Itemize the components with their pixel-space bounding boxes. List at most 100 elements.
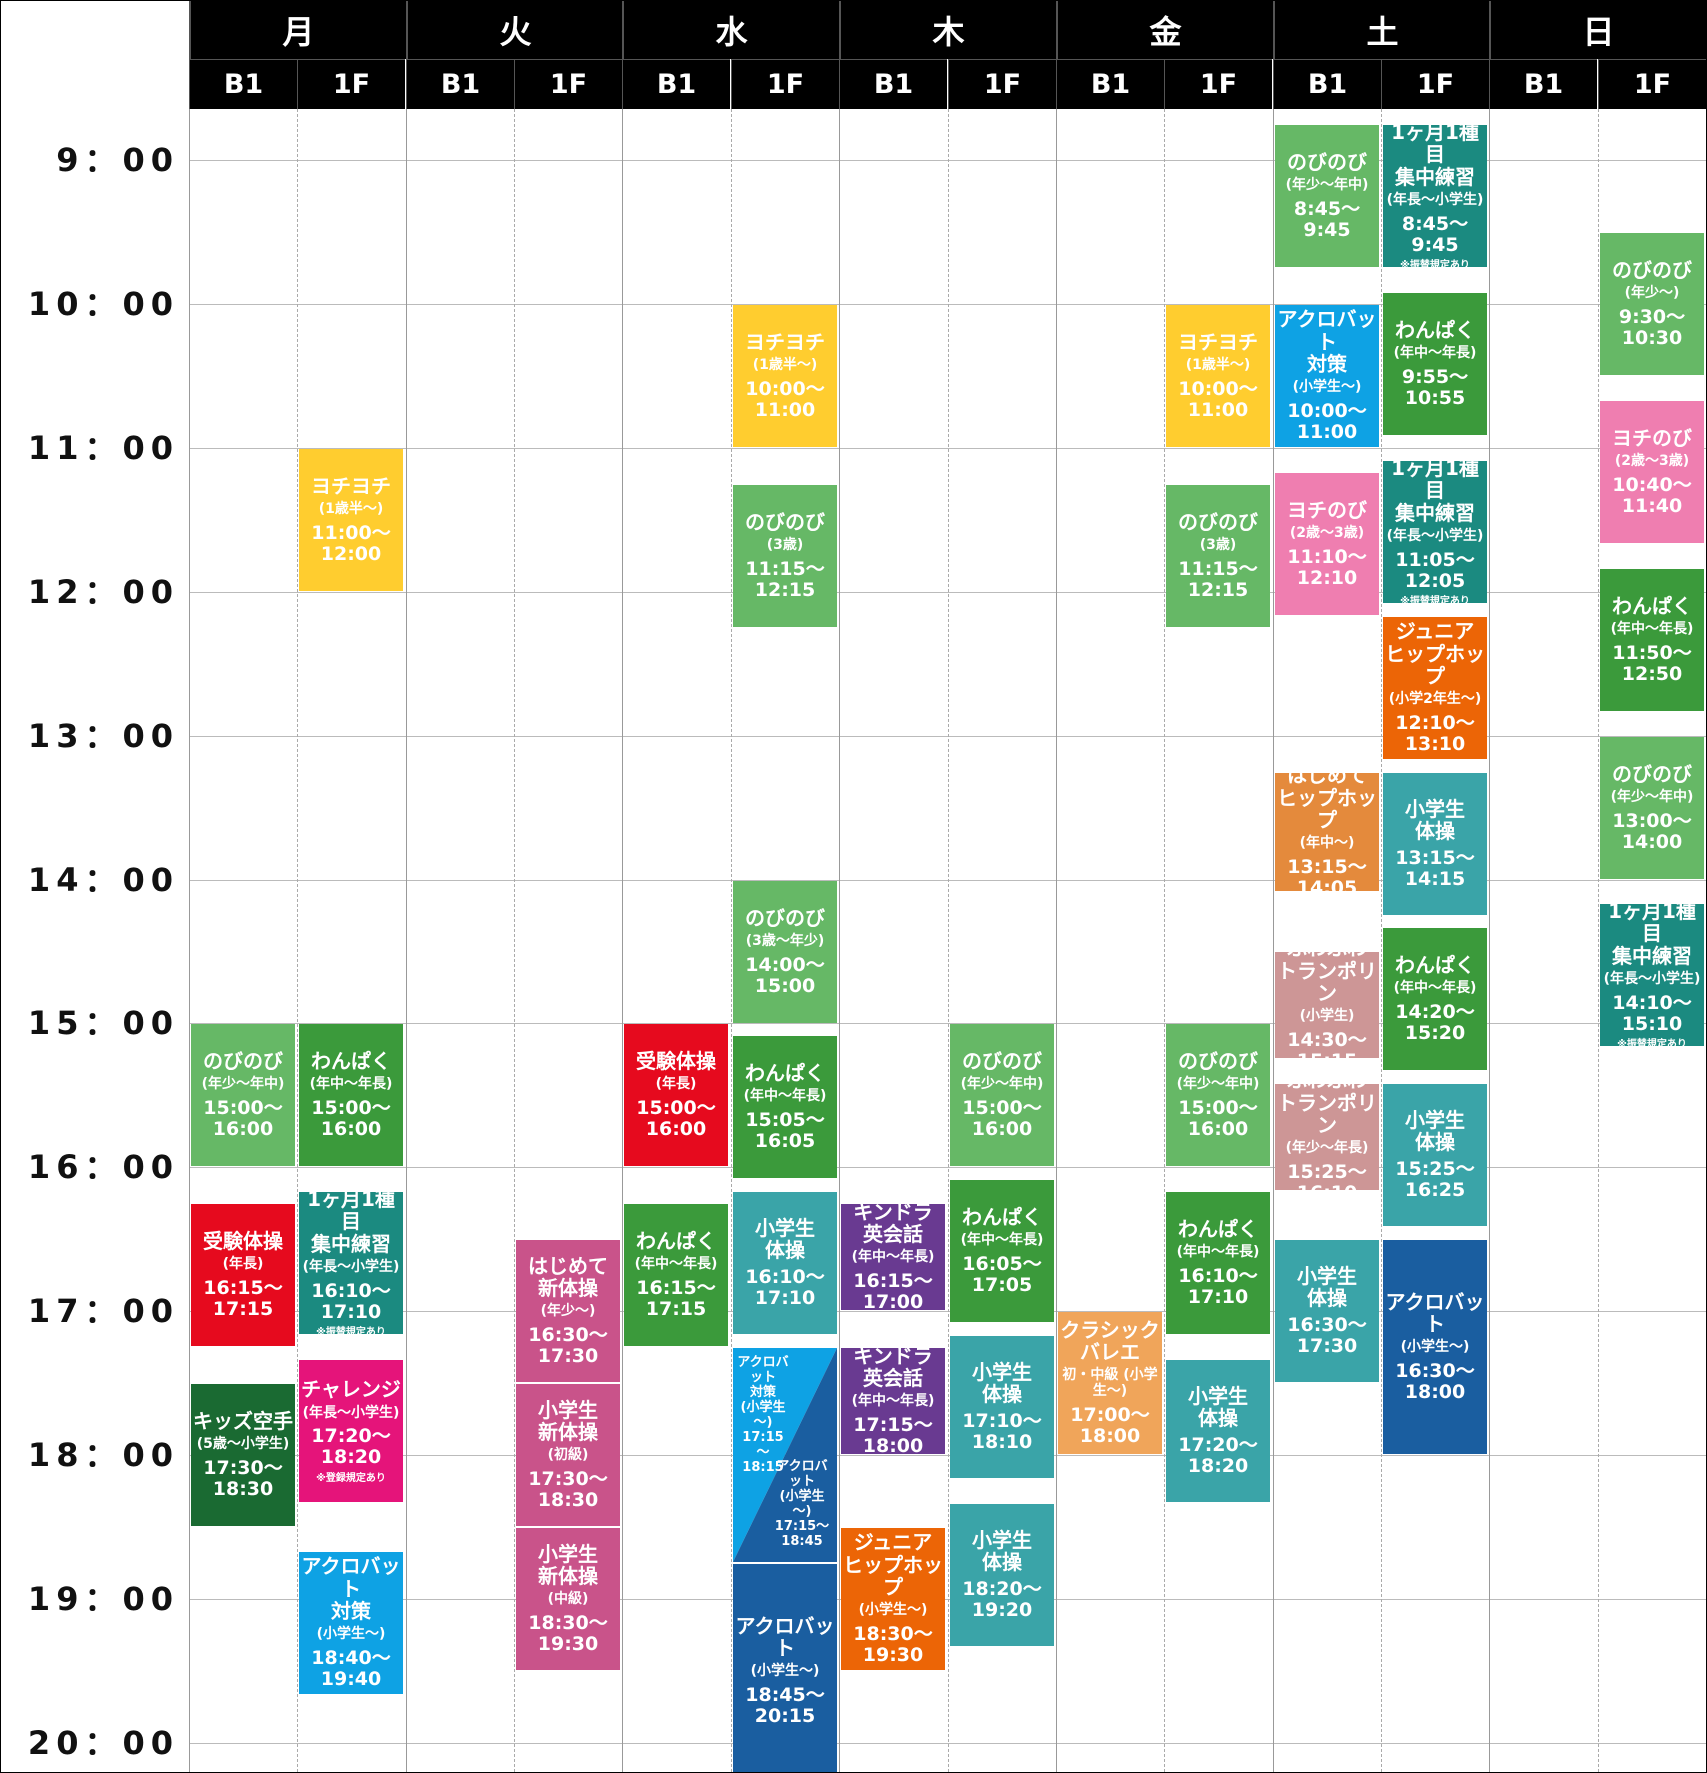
- class-time: 17:00～ 18:00: [1070, 1403, 1150, 1448]
- class-block[interactable]: わんぱく (年中～年長) 16:05～ 17:05: [950, 1180, 1054, 1322]
- class-name: クラシック バレエ: [1060, 1317, 1160, 1365]
- class-block[interactable]: ジュニア ヒップホップ (小学生～) 18:30～ 19:30: [841, 1528, 945, 1670]
- class-block[interactable]: わんぱく (年中～年長) 14:20～ 15:20: [1383, 928, 1487, 1070]
- floor-divider: [948, 109, 949, 1772]
- class-block[interactable]: 小学生 体操 16:30～ 17:30: [1275, 1240, 1379, 1382]
- class-time: 17:20～ 18:20: [1178, 1433, 1258, 1477]
- class-time: 9:30～ 10:30: [1618, 305, 1686, 350]
- class-block[interactable]: わんぱく (年中～年長) 16:15～ 17:15: [624, 1204, 728, 1346]
- class-age: (小学2年生～): [1388, 691, 1482, 708]
- hour-gridline: [189, 1455, 1706, 1456]
- day-divider: [189, 109, 190, 1772]
- class-block[interactable]: のびのび (年少～) 9:30～ 10:30: [1600, 233, 1704, 375]
- class-block[interactable]: ジュニア ヒップホップ (小学2年生～) 12:10～ 13:10: [1383, 617, 1487, 759]
- day-header: 土: [1273, 1, 1490, 59]
- floor-header: 1F: [297, 59, 405, 109]
- class-block[interactable]: 1ヶ月1種目 集中練習 (年長～小学生) 14:10～ 15:10 ※振替規定あり: [1600, 904, 1704, 1046]
- class-name: わんぱく: [311, 1048, 391, 1073]
- class-block[interactable]: クラシック バレエ 初・中級 (小学生～) 17:00～ 18:00: [1058, 1312, 1162, 1454]
- class-block[interactable]: 小学生 体操 18:20～ 19:20: [950, 1504, 1054, 1646]
- class-block[interactable]: 小学生 体操 17:20～ 18:20: [1166, 1360, 1270, 1502]
- floor-header: B1: [622, 59, 730, 109]
- class-block[interactable]: 受験体操 (年長) 15:00～ 16:00: [624, 1024, 728, 1166]
- class-time: 13:15～ 14:15: [1395, 846, 1475, 890]
- class-time: 16:15～ 17:15: [636, 1276, 716, 1321]
- class-block[interactable]: のびのび (年少～年中) 15:00～ 16:00: [950, 1024, 1054, 1166]
- class-block[interactable]: 受験体操 (年長) 16:15～ 17:15: [191, 1204, 295, 1346]
- class-name: ヨチのび: [1612, 425, 1692, 450]
- class-block[interactable]: わんぱく (年中～年長) 9:55～ 10:55: [1383, 293, 1487, 435]
- class-block[interactable]: はじめて 新体操 (年少～) 16:30～ 17:30: [516, 1240, 620, 1382]
- day-header: 日: [1489, 1, 1706, 59]
- class-name: 受験体操: [203, 1228, 283, 1253]
- class-block[interactable]: のびのび (年少～年中) 8:45～ 9:45: [1275, 125, 1379, 267]
- class-block[interactable]: 小学生 体操 13:15～ 14:15: [1383, 773, 1487, 915]
- class-block[interactable]: チャレンジ (年長～小学生) 17:20～ 18:20 ※登録規定あり: [299, 1360, 403, 1502]
- floor-divider: [1381, 109, 1382, 1772]
- class-block[interactable]: ヨチヨチ (1歳半～) 11:00～ 12:00: [299, 449, 403, 591]
- class-block[interactable]: 小学生 新体操 (初級) 17:30～ 18:30: [516, 1384, 620, 1526]
- class-block[interactable]: はじめて ヒップホップ (年中～) 13:15～ 14:05: [1275, 773, 1379, 891]
- class-age: (3歳): [766, 537, 804, 554]
- class-block[interactable]: ヨチのび (2歳～3歳) 11:10～ 12:10: [1275, 473, 1379, 615]
- class-block[interactable]: 1ヶ月1種目 集中練習 (年長～小学生) 16:10～ 17:10 ※振替規定あり: [299, 1192, 403, 1334]
- class-time: 16:15～ 17:00: [853, 1269, 933, 1310]
- class-age: (年中～年長): [1610, 621, 1694, 638]
- class-block[interactable]: わんぱく (年中～年長) 16:10～ 17:10: [1166, 1192, 1270, 1334]
- hour-gridline: [189, 304, 1706, 305]
- class-name: ふわふわ トランポリン: [1277, 952, 1377, 1006]
- class-name: 小学生 体操: [1405, 1107, 1465, 1155]
- class-block[interactable]: 小学生 体操 17:10～ 18:10: [950, 1336, 1054, 1478]
- class-block[interactable]: 小学生 体操 16:10～ 17:10: [733, 1192, 837, 1334]
- class-block[interactable]: 小学生 体操 15:25～ 16:25: [1383, 1084, 1487, 1226]
- class-time: 15:00～ 16:00: [203, 1096, 283, 1141]
- class-block[interactable]: ヨチヨチ (1歳半～) 10:00～ 11:00: [733, 305, 837, 447]
- class-block[interactable]: のびのび (年少～年中) 15:00～ 16:00: [1166, 1024, 1270, 1166]
- hour-gridline: [189, 1167, 1706, 1168]
- class-block[interactable]: アクロバット 対策 (小学生～) 10:00～ 11:00: [1275, 305, 1379, 447]
- class-block[interactable]: わんぱく (年中～年長) 11:50～ 12:50: [1600, 569, 1704, 711]
- class-time: 14:30～ 15:15: [1287, 1029, 1367, 1058]
- floor-header: B1: [1489, 59, 1597, 109]
- class-age: (年少～年中): [201, 1076, 285, 1093]
- class-time: 15:00～ 16:00: [1178, 1096, 1258, 1141]
- class-block[interactable]: 1ヶ月1種目 集中練習 (年長～小学生) 8:45～ 9:45 ※振替規定あり: [1383, 125, 1487, 267]
- class-block[interactable]: 小学生 新体操 (中級) 18:30～ 19:30: [516, 1528, 620, 1670]
- class-age: (1歳半～): [752, 357, 818, 374]
- class-note: ※振替規定あり: [1617, 1039, 1687, 1046]
- class-block[interactable]: ふわふわ トランポリン (小学生) 14:30～ 15:15: [1275, 952, 1379, 1058]
- class-age: (5歳～小学生): [196, 1436, 290, 1453]
- class-time: 13:15～ 14:05: [1287, 856, 1367, 891]
- class-block[interactable]: わんぱく (年中～年長) 15:05～ 16:05: [733, 1036, 837, 1178]
- floor-header: B1: [189, 59, 297, 109]
- class-block-split[interactable]: アクロバット 対策 (小学生～) 17:15～ 18:15 アクロバット (小学生…: [733, 1348, 837, 1562]
- class-block[interactable]: ヨチのび (2歳～3歳) 10:40～ 11:40: [1600, 401, 1704, 543]
- class-block[interactable]: キンドラ 英会話 (年中～年長) 16:15～ 17:00: [841, 1204, 945, 1310]
- time-label: 14：00: [27, 861, 179, 899]
- class-block[interactable]: ヨチヨチ (1歳半～) 10:00～ 11:00: [1166, 305, 1270, 447]
- class-block[interactable]: アクロバット (小学生～) 18:45～ 20:15: [733, 1564, 837, 1772]
- class-note: ※振替規定あり: [316, 1327, 386, 1334]
- class-age: (1歳半～): [318, 501, 384, 518]
- class-age: (年少～年中): [1610, 789, 1694, 806]
- class-block[interactable]: のびのび (3歳) 11:15～ 12:15: [1166, 485, 1270, 627]
- class-block[interactable]: 1ヶ月1種目 集中練習 (年長～小学生) 11:05～ 12:05 ※振替規定あり: [1383, 461, 1487, 603]
- class-age: (年長～小学生): [1386, 191, 1484, 208]
- class-block[interactable]: アクロバット 対策 (小学生～) 18:40～ 19:40: [299, 1552, 403, 1694]
- class-time: 16:30～ 18:00: [1395, 1359, 1475, 1404]
- class-name: キンドラ 英会話: [853, 1348, 933, 1390]
- class-age: (年中～年長): [851, 1393, 935, 1410]
- class-name: 受験体操: [636, 1048, 716, 1073]
- class-block[interactable]: のびのび (年少～年中) 13:00～ 14:00: [1600, 737, 1704, 879]
- class-block[interactable]: のびのび (3歳) 11:15～ 12:15: [733, 485, 837, 627]
- class-block[interactable]: キッズ空手 (5歳～小学生) 17:30～ 18:30: [191, 1384, 295, 1526]
- class-block[interactable]: わんぱく (年中～年長) 15:00～ 16:00: [299, 1024, 403, 1166]
- class-block[interactable]: キンドラ 英会話 (年中～年長) 17:15～ 18:00: [841, 1348, 945, 1454]
- class-name: 1ヶ月1種目 集中練習: [1391, 125, 1479, 189]
- floor-divider: [514, 109, 515, 1772]
- class-block[interactable]: ふわふわ トランポリン (年少～年長) 15:25～ 16:10: [1275, 1084, 1379, 1190]
- class-block[interactable]: アクロバット (小学生～) 16:30～ 18:00: [1383, 1240, 1487, 1454]
- class-block[interactable]: のびのび (3歳～年少) 14:00～ 15:00: [733, 881, 837, 1023]
- class-time: 8:45～ 9:45: [1293, 197, 1361, 242]
- class-block[interactable]: のびのび (年少～年中) 15:00～ 16:00: [191, 1024, 295, 1166]
